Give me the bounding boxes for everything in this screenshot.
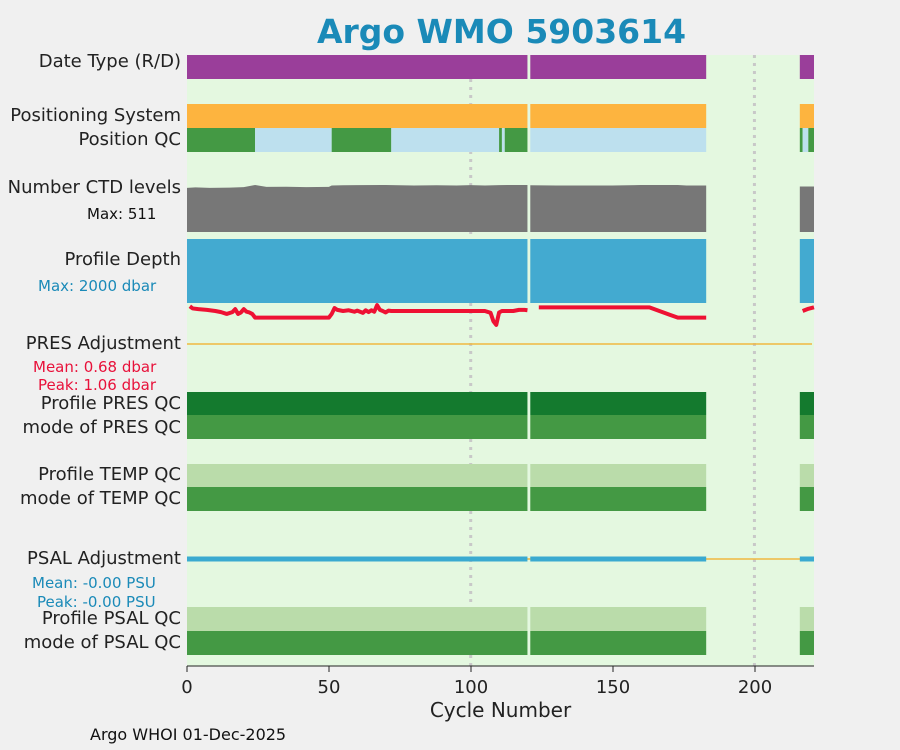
position-qc-segment-7: [530, 128, 707, 152]
profile-pres-qc-bar-0: [187, 392, 528, 415]
position-qc-segment-1: [255, 128, 332, 152]
x-tick-label-100: 100: [454, 677, 488, 698]
pres-adjustment-mean: Mean: 0.68 dbar: [33, 358, 157, 376]
profile-temp-qc-bar-2: [799, 464, 814, 487]
position-qc-segment-10: [808, 128, 814, 152]
mode-psal-qc-bar-1: [530, 631, 707, 655]
chart-title: Argo WMO 5903614: [316, 12, 687, 51]
mode-psal-qc-bar-0: [187, 631, 528, 655]
row-label-profile-pres-qc: Profile PRES QC: [40, 393, 181, 414]
positioning-bar-1: [530, 104, 707, 128]
row-label-profile-psal-qc: Profile PSAL QC: [41, 608, 181, 629]
mode-pres-qc-bar-0: [187, 415, 528, 439]
x-tick-label-0: 0: [181, 677, 192, 698]
position-qc-segment-4: [499, 128, 502, 152]
date-type-bar-1: [530, 55, 707, 79]
chart-marks: [187, 55, 815, 666]
position-qc-segment-3: [391, 128, 500, 152]
row-label-psal-adjustment: PSAL Adjustment: [26, 548, 181, 569]
profile-pres-qc-bar-2: [799, 392, 814, 415]
position-qc-segment-2: [331, 128, 392, 152]
pres-adjustment-line-2: [801, 305, 815, 313]
profile-pres-qc-bar-1: [530, 392, 707, 415]
pres-adjustment-line-0: [188, 303, 528, 327]
profile-temp-qc-bar-0: [187, 464, 528, 487]
x-tick-label-200: 200: [738, 677, 772, 698]
ctd-levels-area-1: [530, 185, 707, 232]
row-label-positioning-system: Positioning System: [10, 105, 181, 126]
plot-background: [187, 55, 814, 666]
x-axis-label: Cycle Number: [429, 698, 572, 722]
mode-pres-qc-bar-2: [799, 415, 814, 439]
depth-max-note: Max: 2000 dbar: [38, 277, 157, 295]
mode-temp-qc-bar-0: [187, 487, 528, 511]
row-label-mode-pres-qc: mode of PRES QC: [22, 417, 181, 438]
positioning-bar-2: [799, 104, 814, 128]
profile-depth-bar-0: [187, 239, 528, 303]
row-label-profile-depth: Profile Depth: [64, 249, 181, 270]
row-label-mode-psal-qc: mode of PSAL QC: [23, 632, 181, 653]
x-tick-label-50: 50: [318, 677, 341, 698]
pres-adjustment-peak: Peak: 1.06 dbar: [38, 376, 157, 394]
row-label-profile-temp-qc: Profile TEMP QC: [38, 464, 181, 485]
date-type-bar-0: [187, 55, 528, 79]
mode-temp-qc-bar-2: [799, 487, 814, 511]
ctd-levels-area-2: [799, 186, 814, 232]
footer-credit: Argo WHOI 01-Dec-2025: [90, 725, 287, 744]
psal-adjustment-mean: Mean: -0.00 PSU: [32, 574, 156, 592]
profile-psal-qc-bar-0: [187, 607, 528, 631]
ctd-levels-area-0: [187, 185, 528, 232]
row-label-mode-temp-qc: mode of TEMP QC: [19, 488, 181, 509]
profile-temp-qc-bar-1: [530, 464, 707, 487]
position-qc-segment-0: [187, 128, 256, 152]
position-qc-segment-8: [799, 128, 803, 152]
profile-depth-bar-2: [799, 239, 814, 303]
row-label-ctd-levels: Number CTD levels: [7, 177, 181, 198]
profile-psal-qc-bar-1: [530, 607, 707, 631]
row-label-pres-adjustment: PRES Adjustment: [25, 333, 181, 354]
date-type-bar-2: [799, 55, 814, 79]
x-tick-label-150: 150: [596, 677, 630, 698]
position-qc-segment-5: [501, 128, 505, 152]
profile-depth-bar-1: [530, 239, 707, 303]
profile-psal-qc-bar-2: [799, 607, 814, 631]
row-label-position-qc: Position QC: [78, 129, 181, 150]
psal-adjustment-peak: Peak: -0.00 PSU: [37, 593, 156, 611]
ctd-max-note: Max: 511: [87, 205, 157, 223]
positioning-bar-0: [187, 104, 528, 128]
mode-temp-qc-bar-1: [530, 487, 707, 511]
mode-pres-qc-bar-1: [530, 415, 707, 439]
row-label-date-type: Date Type (R/D): [38, 51, 181, 72]
position-qc-segment-6: [504, 128, 528, 152]
pres-adjustment-line-1: [538, 305, 707, 320]
position-qc-segment-9: [802, 128, 809, 152]
mode-psal-qc-bar-2: [799, 631, 814, 655]
